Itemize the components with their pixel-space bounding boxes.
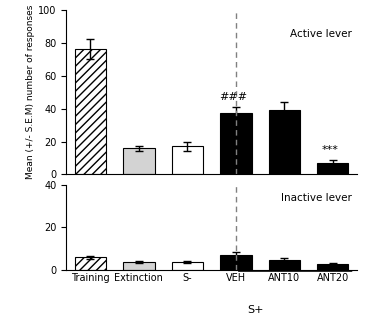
Text: ***: *** bbox=[322, 145, 339, 155]
Y-axis label: Mean (+/- S.E.M) number of responses: Mean (+/- S.E.M) number of responses bbox=[26, 5, 35, 179]
Bar bbox=[317, 163, 348, 175]
Bar bbox=[171, 147, 203, 175]
Bar bbox=[123, 148, 155, 175]
Text: Active lever: Active lever bbox=[290, 29, 352, 39]
Text: ###: ### bbox=[219, 92, 247, 102]
Bar bbox=[220, 255, 252, 270]
Bar bbox=[269, 110, 300, 175]
Bar bbox=[317, 264, 348, 270]
Bar bbox=[75, 258, 106, 270]
Text: S+: S+ bbox=[248, 305, 264, 315]
Bar bbox=[171, 262, 203, 270]
Text: Inactive lever: Inactive lever bbox=[281, 193, 352, 203]
Bar bbox=[269, 259, 300, 270]
Bar bbox=[75, 49, 106, 175]
Bar bbox=[220, 114, 252, 175]
Bar bbox=[123, 262, 155, 270]
